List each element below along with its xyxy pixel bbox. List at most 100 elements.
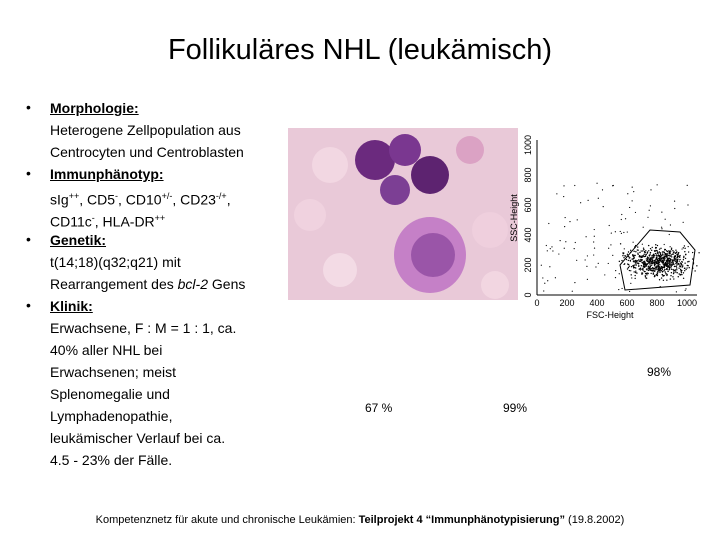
dot bbox=[687, 246, 689, 248]
dot bbox=[554, 277, 556, 279]
y-tick-label: 800 bbox=[523, 167, 533, 182]
dot bbox=[638, 255, 641, 258]
dot bbox=[669, 262, 671, 264]
dot bbox=[545, 244, 547, 247]
dot bbox=[660, 226, 663, 228]
dot bbox=[652, 255, 655, 257]
dot bbox=[629, 260, 632, 262]
dot bbox=[660, 277, 663, 279]
dot bbox=[549, 248, 551, 250]
x-axis-label: FSC-Height bbox=[586, 310, 634, 320]
dot bbox=[648, 209, 650, 211]
dot bbox=[640, 258, 642, 261]
dot bbox=[635, 260, 637, 262]
dot bbox=[556, 193, 558, 195]
dot bbox=[624, 255, 626, 257]
dot bbox=[630, 251, 632, 253]
text-run: , CD23 bbox=[172, 191, 216, 208]
dot bbox=[641, 272, 643, 274]
dot bbox=[586, 255, 589, 257]
dot bbox=[635, 263, 637, 265]
dot bbox=[626, 268, 629, 270]
dot bbox=[601, 189, 604, 191]
text-run: , CD10 bbox=[118, 191, 162, 208]
dot bbox=[666, 279, 668, 281]
text-run: ++ bbox=[68, 191, 80, 201]
dot bbox=[637, 246, 639, 248]
dot bbox=[661, 268, 664, 271]
dot bbox=[684, 251, 686, 253]
dot bbox=[672, 268, 674, 271]
dot bbox=[651, 261, 653, 263]
dot bbox=[580, 202, 582, 204]
dot bbox=[635, 270, 637, 272]
text-run: -/+ bbox=[215, 191, 227, 201]
dot bbox=[654, 270, 656, 273]
dot bbox=[672, 259, 674, 261]
dot bbox=[634, 254, 636, 257]
x-tick-label: 0 bbox=[534, 298, 539, 308]
percent-label: 67 % bbox=[365, 401, 393, 415]
dot bbox=[673, 257, 676, 260]
dot bbox=[660, 247, 662, 250]
dot bbox=[679, 256, 681, 259]
dot bbox=[652, 262, 654, 264]
dot bbox=[634, 211, 637, 214]
dot bbox=[672, 272, 675, 275]
dot bbox=[675, 267, 678, 269]
dot bbox=[678, 255, 681, 257]
text-run: ++ bbox=[154, 213, 166, 223]
dot bbox=[651, 255, 653, 257]
dot bbox=[686, 184, 688, 186]
text-run: Teilprojekt 4 “Immunphänotypisierung” bbox=[358, 514, 565, 526]
bullet-line: leukämischer Verlauf bei ca. bbox=[50, 430, 226, 446]
dot bbox=[670, 275, 672, 277]
dot bbox=[667, 266, 669, 269]
dot bbox=[649, 248, 652, 250]
dot bbox=[571, 290, 573, 292]
dot bbox=[663, 265, 666, 268]
dot bbox=[649, 265, 652, 268]
dot bbox=[637, 252, 639, 254]
dot bbox=[665, 256, 668, 258]
dot bbox=[677, 253, 679, 255]
dot bbox=[574, 282, 576, 284]
dot bbox=[666, 263, 669, 265]
dot bbox=[626, 255, 629, 257]
dot bbox=[645, 263, 647, 265]
x-tick-label: 400 bbox=[589, 298, 604, 308]
dot bbox=[563, 195, 565, 198]
dot bbox=[650, 272, 652, 275]
dot bbox=[682, 264, 684, 266]
bullet-line: Splenomegalie und bbox=[50, 386, 170, 402]
dot bbox=[669, 250, 672, 252]
dot bbox=[662, 279, 665, 282]
dot bbox=[670, 248, 673, 251]
dot bbox=[674, 265, 676, 268]
dot bbox=[663, 270, 665, 272]
dot bbox=[677, 255, 679, 258]
text-run: Rearrangement des bbox=[50, 276, 178, 292]
dot bbox=[625, 258, 628, 261]
dot bbox=[619, 243, 622, 245]
dot bbox=[642, 268, 644, 270]
dot bbox=[630, 282, 632, 284]
bullet-marker: • bbox=[26, 297, 31, 313]
dot bbox=[641, 243, 643, 245]
dot bbox=[675, 257, 677, 259]
dot bbox=[569, 220, 571, 223]
dot bbox=[653, 262, 655, 264]
dot bbox=[669, 255, 672, 257]
dot bbox=[677, 251, 680, 254]
dot bbox=[650, 264, 653, 266]
dot bbox=[682, 259, 685, 261]
dot bbox=[678, 260, 680, 262]
bullet-line: Erwachsenen; meist bbox=[50, 364, 177, 380]
dot bbox=[620, 218, 622, 221]
dot bbox=[684, 262, 686, 264]
dot bbox=[687, 251, 690, 253]
dot bbox=[576, 259, 578, 261]
dot bbox=[634, 271, 637, 274]
dot bbox=[645, 250, 647, 252]
dot bbox=[669, 246, 671, 248]
